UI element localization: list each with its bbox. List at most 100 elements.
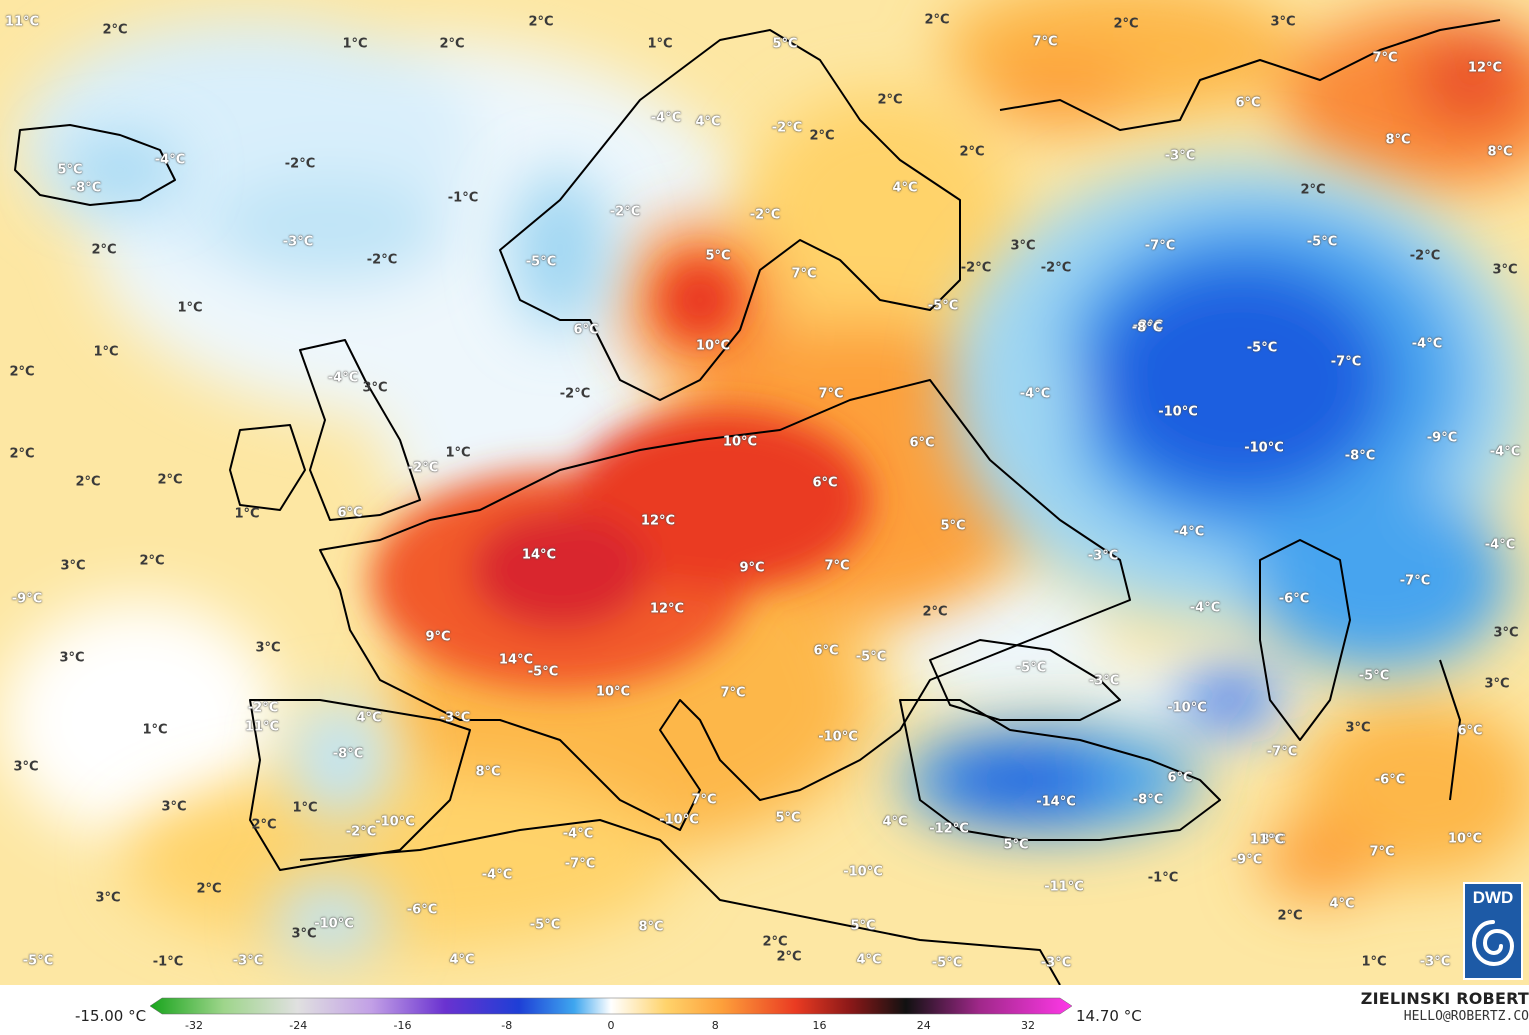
- temperature-label: 8°C: [475, 764, 501, 780]
- temperature-label: 2°C: [1300, 182, 1326, 198]
- temperature-label: 11°C: [4, 14, 40, 30]
- temperature-label: 7°C: [824, 558, 850, 574]
- temperature-label: 2°C: [9, 446, 35, 462]
- temperature-label: -5°C: [1306, 234, 1338, 250]
- temperature-label: -5°C: [22, 953, 54, 969]
- color-scale-tick: -16: [393, 1019, 412, 1032]
- temperature-label: -4°C: [1019, 386, 1051, 402]
- temperature-label: -7°C: [1330, 354, 1362, 370]
- temperature-label: -10°C: [818, 729, 858, 745]
- temperature-label: 4°C: [356, 710, 382, 726]
- temperature-label: -9°C: [1231, 852, 1263, 868]
- temperature-label: 3°C: [1345, 720, 1371, 736]
- temperature-label: 2°C: [776, 949, 802, 965]
- temperature-label: 3°C: [1493, 625, 1519, 641]
- temperature-label: 9°C: [425, 629, 451, 645]
- temperature-label: -6°C: [1278, 591, 1310, 607]
- temperature-label: 4°C: [695, 114, 721, 130]
- temperature-label: -6°C: [406, 902, 438, 918]
- temperature-label: 12°C: [649, 601, 685, 617]
- temperature-label: 12°C: [1467, 60, 1503, 76]
- temperature-label: -3°C: [439, 710, 471, 726]
- dwd-logo-text: DWD: [1472, 888, 1514, 907]
- temperature-label: -2°C: [749, 207, 781, 223]
- temperature-label: 4°C: [856, 952, 882, 968]
- temperature-label: 5°C: [940, 518, 966, 534]
- temperature-label: -7°C: [1266, 744, 1298, 760]
- temperature-label: -8°C: [1132, 792, 1164, 808]
- temperature-label: 1°C: [647, 36, 673, 52]
- temperature-label: 2°C: [9, 364, 35, 380]
- black-sea-outline: [929, 639, 1121, 721]
- temperature-label: 5°C: [775, 810, 801, 826]
- temperature-label: -8°C: [1132, 318, 1164, 334]
- temperature-label: 6°C: [1167, 770, 1193, 786]
- temperature-label: -1°C: [447, 190, 479, 206]
- temperature-label: 2°C: [922, 604, 948, 620]
- temperature-label: 2°C: [251, 817, 277, 833]
- temperature-label: -3°C: [232, 953, 264, 969]
- temperature-label: -8°C: [70, 180, 102, 196]
- temperature-label: 11°C: [244, 719, 280, 735]
- temperature-label: -5°C: [927, 298, 959, 314]
- temperature-label: -2°C: [247, 700, 279, 716]
- min-temperature-label: -15.00 °C: [75, 1007, 147, 1025]
- temperature-label: 2°C: [1113, 16, 1139, 32]
- temperature-label: 3°C: [1492, 262, 1518, 278]
- temperature-label: -5°C: [855, 649, 887, 665]
- temperature-label: -5°C: [525, 254, 557, 270]
- temperature-label: 7°C: [691, 792, 717, 808]
- temperature-label: -4°C: [1489, 444, 1521, 460]
- arctic-coast: [999, 19, 1501, 131]
- temperature-label: 2°C: [139, 553, 165, 569]
- temperature-label: -4°C: [1411, 336, 1443, 352]
- temperature-label: -10°C: [1167, 700, 1207, 716]
- temperature-label: 3°C: [362, 380, 388, 396]
- temperature-label: 12°C: [640, 513, 676, 529]
- iberia-outline: [249, 699, 471, 871]
- temperature-label: 6°C: [337, 505, 363, 521]
- temperature-label: -2°C: [771, 120, 803, 136]
- temperature-label: 3°C: [1484, 676, 1510, 692]
- temperature-label: 8°C: [1487, 144, 1513, 160]
- temperature-label: -2°C: [345, 824, 377, 840]
- temperature-label: -2°C: [1040, 260, 1072, 276]
- color-scale-tick: -8: [501, 1019, 513, 1032]
- temperature-label: 2°C: [196, 881, 222, 897]
- temperature-label: 2°C: [157, 472, 183, 488]
- temperature-label: 6°C: [573, 322, 599, 338]
- continent-outline: [319, 379, 1131, 831]
- temperature-label: 1°C: [445, 445, 471, 461]
- map-canvas: [0, 0, 1529, 985]
- britain-outline: [299, 339, 421, 521]
- temperature-label: -4°C: [1173, 524, 1205, 540]
- temperature-label: 5°C: [772, 36, 798, 52]
- temperature-label: -5°C: [529, 917, 561, 933]
- temperature-label: -4°C: [1484, 537, 1516, 553]
- turkey-outline: [899, 699, 1221, 841]
- temperature-label: 10°C: [595, 684, 631, 700]
- temperature-label: 1°C: [292, 800, 318, 816]
- warm-regions: [120, 0, 1529, 950]
- temperature-label: -3°C: [1164, 148, 1196, 164]
- temperature-label: 14°C: [521, 547, 557, 563]
- temperature-label: -5°C: [931, 955, 963, 971]
- temperature-label: 2°C: [91, 242, 117, 258]
- temperature-label: -7°C: [1144, 238, 1176, 254]
- temperature-label: 2°C: [1277, 908, 1303, 924]
- temperature-label: -3°C: [1087, 548, 1119, 564]
- temperature-map: 11°C 2°C 1°C 2°C 2°C 1°C 5°C 2°C 7°C 2°C 3°C 7°C 12°…: [0, 0, 1529, 985]
- temperature-label: -10°C: [843, 864, 883, 880]
- temperature-label: 2°C: [924, 12, 950, 28]
- temperature-label: 1°C: [177, 300, 203, 316]
- temperature-label: -1°C: [1147, 870, 1179, 886]
- temperature-label: 4°C: [449, 952, 475, 968]
- temperature-label: 7°C: [791, 266, 817, 282]
- temperature-label: -3°C: [282, 234, 314, 250]
- temperature-label: 5°C: [57, 162, 83, 178]
- temperature-label: -11°C: [1044, 879, 1084, 895]
- temperature-label: -10°C: [314, 916, 354, 932]
- temperature-label: -3°C: [1088, 673, 1120, 689]
- temperature-label: -4°C: [481, 867, 513, 883]
- temperature-label: 8°C: [1260, 832, 1286, 848]
